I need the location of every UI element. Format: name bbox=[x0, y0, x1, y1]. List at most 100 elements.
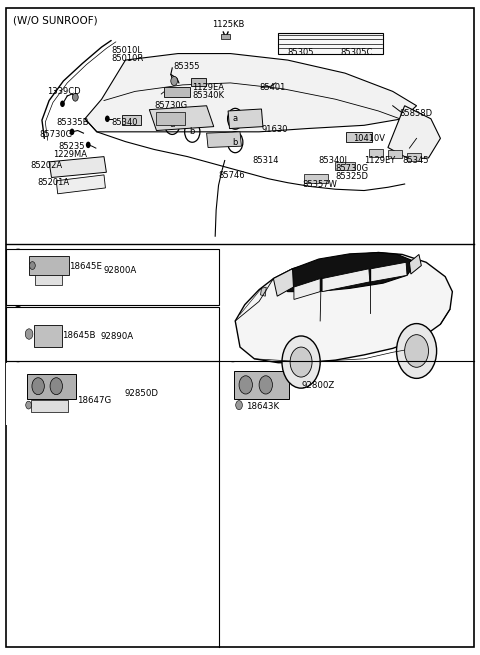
Polygon shape bbox=[371, 262, 407, 282]
Circle shape bbox=[50, 378, 62, 395]
Bar bbox=[388, 150, 402, 158]
Text: 85202A: 85202A bbox=[30, 161, 62, 170]
FancyBboxPatch shape bbox=[27, 374, 76, 399]
Text: 85401: 85401 bbox=[259, 83, 286, 92]
Text: d: d bbox=[169, 119, 175, 128]
Circle shape bbox=[32, 378, 44, 395]
Bar bbox=[221, 34, 229, 39]
Polygon shape bbox=[206, 132, 241, 147]
Text: 85010L: 85010L bbox=[111, 46, 142, 55]
Text: 85335B: 85335B bbox=[56, 118, 89, 127]
Text: 85730G: 85730G bbox=[154, 102, 187, 110]
Circle shape bbox=[70, 128, 74, 135]
Bar bbox=[6, 307, 218, 362]
Text: 85355: 85355 bbox=[173, 62, 200, 71]
Text: 92850D: 92850D bbox=[124, 389, 158, 398]
Text: b: b bbox=[15, 311, 21, 320]
Text: 92800Z: 92800Z bbox=[301, 381, 335, 390]
Bar bbox=[369, 149, 383, 157]
Polygon shape bbox=[388, 105, 441, 159]
Bar bbox=[192, 79, 205, 86]
Text: 85305C: 85305C bbox=[340, 48, 372, 57]
Text: (W/O SUNROOF): (W/O SUNROOF) bbox=[13, 16, 98, 26]
Text: 85340: 85340 bbox=[111, 118, 138, 127]
Circle shape bbox=[239, 376, 252, 394]
Polygon shape bbox=[274, 252, 417, 291]
Text: 1339CD: 1339CD bbox=[47, 87, 80, 96]
Circle shape bbox=[405, 335, 429, 367]
Text: 1125KB: 1125KB bbox=[212, 20, 244, 29]
Text: b: b bbox=[232, 138, 238, 147]
Text: 85305: 85305 bbox=[288, 48, 314, 57]
Polygon shape bbox=[49, 157, 107, 178]
Polygon shape bbox=[274, 269, 293, 296]
Polygon shape bbox=[85, 54, 417, 132]
Bar bbox=[346, 132, 372, 142]
Bar bbox=[121, 115, 141, 125]
Text: 85340J: 85340J bbox=[319, 156, 348, 165]
Text: 85235: 85235 bbox=[59, 141, 85, 151]
Circle shape bbox=[105, 115, 110, 122]
Bar bbox=[32, 400, 68, 411]
Text: 85746: 85746 bbox=[218, 171, 245, 180]
Circle shape bbox=[30, 261, 35, 269]
Circle shape bbox=[171, 77, 178, 86]
Polygon shape bbox=[235, 252, 452, 363]
Polygon shape bbox=[294, 278, 320, 299]
Circle shape bbox=[396, 324, 437, 379]
Text: 92890A: 92890A bbox=[101, 332, 134, 341]
Text: a: a bbox=[15, 254, 21, 263]
Text: a: a bbox=[233, 114, 238, 123]
Text: 85345: 85345 bbox=[402, 156, 429, 165]
Text: 18647G: 18647G bbox=[77, 396, 111, 405]
FancyBboxPatch shape bbox=[234, 371, 288, 399]
Circle shape bbox=[25, 329, 33, 339]
Text: 18645B: 18645B bbox=[62, 331, 96, 340]
Bar bbox=[6, 250, 218, 305]
Bar bbox=[336, 162, 355, 170]
Circle shape bbox=[236, 401, 242, 409]
Circle shape bbox=[60, 100, 65, 107]
Circle shape bbox=[290, 347, 312, 377]
Text: 85858D: 85858D bbox=[400, 109, 433, 118]
Polygon shape bbox=[322, 269, 370, 291]
Text: 18645E: 18645E bbox=[69, 263, 102, 271]
Polygon shape bbox=[409, 254, 421, 274]
Text: d: d bbox=[230, 368, 236, 377]
Circle shape bbox=[72, 94, 78, 101]
Text: 10410V: 10410V bbox=[354, 134, 385, 143]
Text: 85314: 85314 bbox=[252, 156, 278, 165]
Bar bbox=[407, 153, 421, 161]
Polygon shape bbox=[261, 287, 266, 296]
Text: 85201A: 85201A bbox=[37, 178, 69, 187]
Polygon shape bbox=[278, 33, 383, 54]
Text: 85010R: 85010R bbox=[111, 54, 144, 64]
Text: 92800A: 92800A bbox=[104, 266, 137, 275]
Bar bbox=[164, 88, 190, 97]
Text: 1129EA: 1129EA bbox=[192, 83, 224, 92]
Bar bbox=[156, 112, 185, 125]
Text: 85730G: 85730G bbox=[336, 164, 369, 173]
Circle shape bbox=[259, 376, 273, 394]
Bar bbox=[221, 364, 452, 425]
Text: 18643K: 18643K bbox=[246, 402, 279, 411]
Text: b: b bbox=[190, 127, 195, 136]
Circle shape bbox=[26, 402, 32, 409]
Polygon shape bbox=[228, 109, 263, 128]
Text: 91630: 91630 bbox=[262, 124, 288, 134]
Polygon shape bbox=[56, 175, 106, 194]
Circle shape bbox=[86, 141, 91, 148]
Bar bbox=[6, 364, 218, 425]
Bar bbox=[35, 274, 62, 285]
Text: 1129EY: 1129EY bbox=[364, 156, 396, 165]
Polygon shape bbox=[149, 105, 214, 130]
Text: 1229MA: 1229MA bbox=[53, 149, 87, 159]
Bar bbox=[304, 174, 328, 183]
Text: 85325D: 85325D bbox=[336, 172, 369, 181]
Text: c: c bbox=[16, 368, 21, 377]
Text: 85730G: 85730G bbox=[39, 130, 72, 139]
Text: 85340K: 85340K bbox=[192, 91, 224, 100]
Circle shape bbox=[282, 336, 320, 388]
FancyBboxPatch shape bbox=[29, 256, 69, 274]
Text: 85357W: 85357W bbox=[302, 179, 337, 189]
